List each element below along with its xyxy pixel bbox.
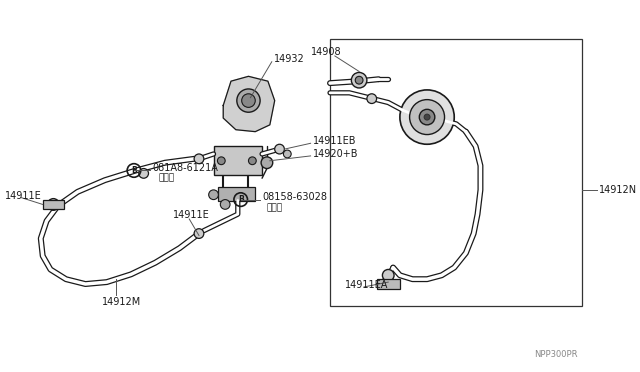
Circle shape xyxy=(261,157,273,169)
Circle shape xyxy=(248,157,256,165)
Bar xyxy=(218,187,255,201)
Polygon shape xyxy=(223,76,275,132)
Text: 14911EA: 14911EA xyxy=(344,280,388,290)
Bar xyxy=(330,39,582,307)
Circle shape xyxy=(47,199,60,210)
Text: 14912M: 14912M xyxy=(102,296,141,307)
Circle shape xyxy=(194,229,204,238)
Circle shape xyxy=(194,154,204,164)
Text: 14912N: 14912N xyxy=(599,185,637,195)
Text: B: B xyxy=(238,195,244,204)
Circle shape xyxy=(351,73,367,88)
Circle shape xyxy=(275,144,284,154)
Circle shape xyxy=(242,94,255,108)
Circle shape xyxy=(367,94,376,103)
Circle shape xyxy=(218,157,225,165)
Text: NPP300PR: NPP300PR xyxy=(534,350,577,359)
Bar xyxy=(376,279,400,289)
Text: （２）: （２） xyxy=(267,203,283,212)
Circle shape xyxy=(400,90,454,144)
Circle shape xyxy=(209,190,218,200)
Circle shape xyxy=(355,76,363,84)
Bar xyxy=(43,200,64,209)
Text: 14911EB: 14911EB xyxy=(312,137,356,146)
Circle shape xyxy=(237,89,260,112)
Text: 14911E: 14911E xyxy=(5,191,42,201)
Text: 08158-63028: 08158-63028 xyxy=(262,192,327,202)
Circle shape xyxy=(284,150,291,158)
Bar xyxy=(214,146,262,175)
Circle shape xyxy=(424,114,430,120)
Text: 14920+B: 14920+B xyxy=(312,149,358,159)
Text: 14911E: 14911E xyxy=(173,210,209,220)
Text: 081A8-6121A: 081A8-6121A xyxy=(152,163,218,173)
Circle shape xyxy=(383,269,394,281)
Text: 14908: 14908 xyxy=(310,47,341,57)
Circle shape xyxy=(139,169,148,178)
Circle shape xyxy=(220,200,230,209)
Circle shape xyxy=(419,109,435,125)
Circle shape xyxy=(410,100,445,135)
Text: （２）: （２） xyxy=(158,174,174,183)
Text: 14932: 14932 xyxy=(274,54,305,64)
Text: B: B xyxy=(131,166,137,175)
